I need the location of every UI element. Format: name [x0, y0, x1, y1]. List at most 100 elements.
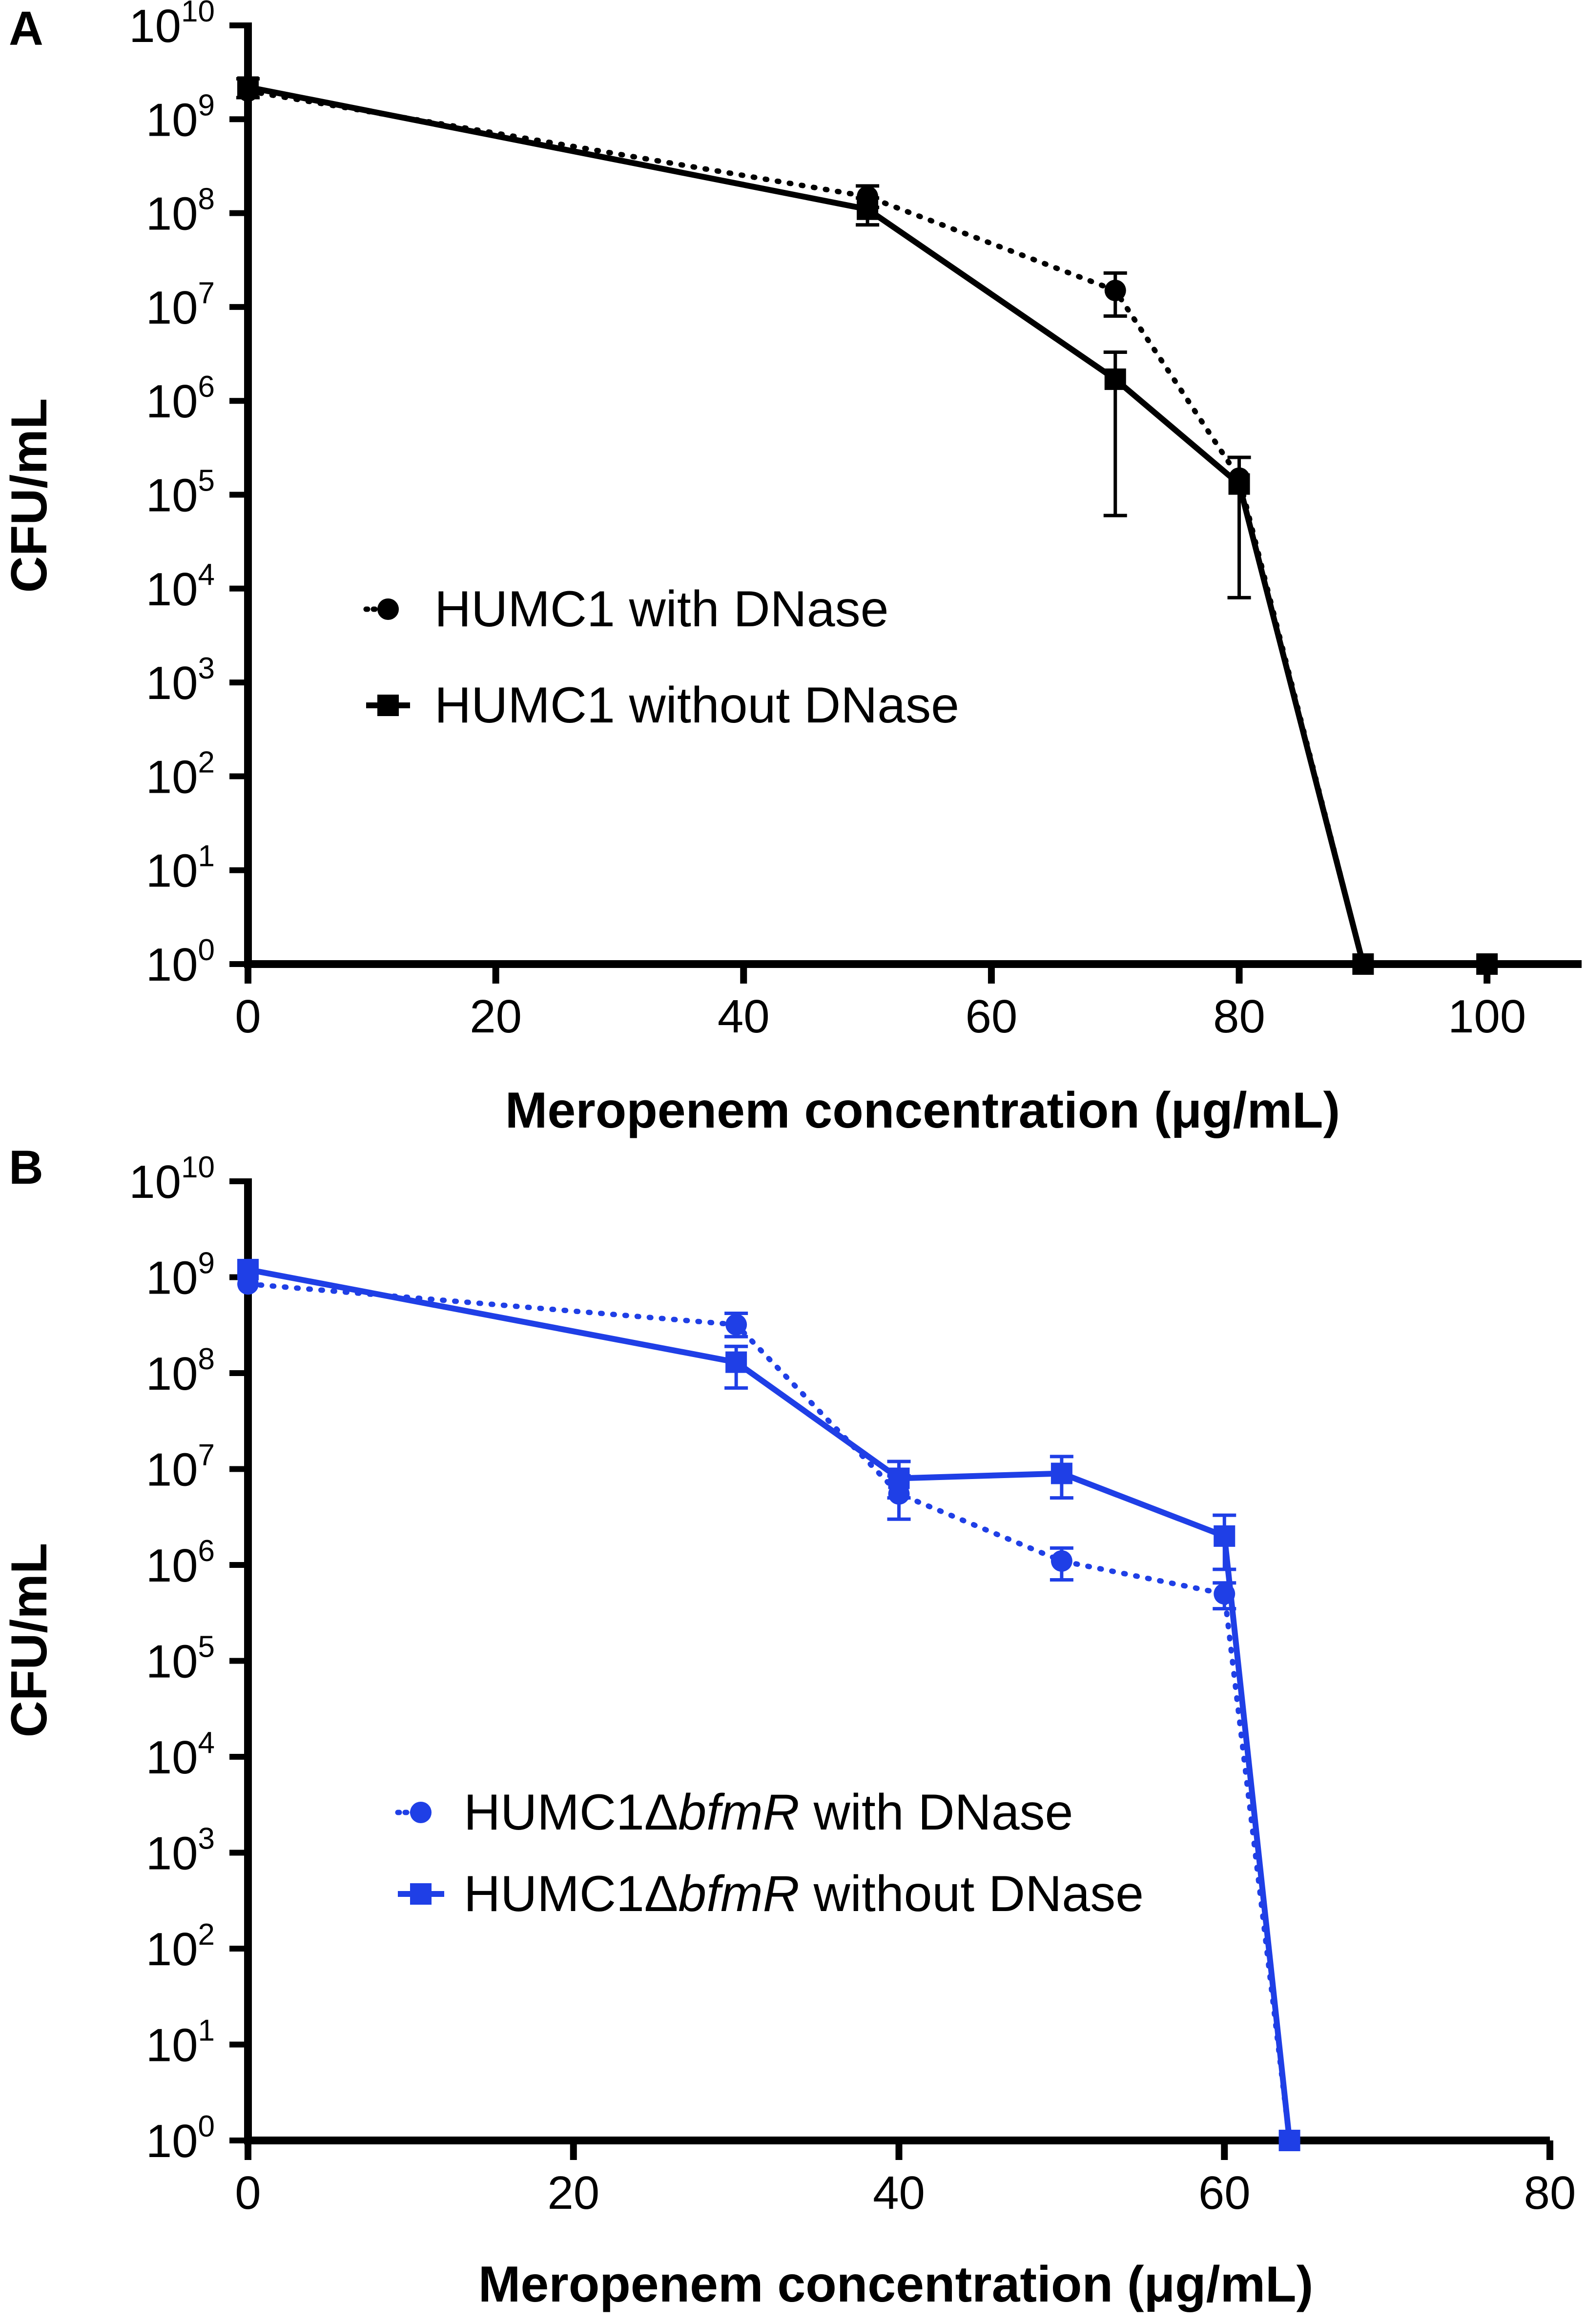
y-tick-label: 105	[146, 1630, 215, 1688]
y-tick-exponent: 8	[198, 183, 215, 216]
legend-circle-marker	[377, 598, 399, 620]
legend-circle-marker	[410, 1802, 432, 1823]
series-line-solid	[247, 1267, 1293, 2141]
data-point-square	[237, 1258, 259, 1280]
data-point-square	[857, 198, 879, 220]
y-tick-exponent: 4	[198, 1726, 215, 1760]
data-point-circle	[1050, 1550, 1072, 1572]
y-tick-exponent: 2	[198, 1918, 215, 1952]
x-tick-label: 40	[718, 990, 770, 1043]
legend-entry: HUMC1 with DNase	[363, 581, 888, 638]
series-line-solid	[247, 84, 1487, 967]
data-point-square	[1104, 368, 1126, 390]
y-tick-base: 10	[146, 2019, 198, 2072]
x-tick-label: 100	[1448, 990, 1526, 1043]
data-point-square	[1476, 953, 1498, 975]
legend: HUMC1ΔbfmR with DNase HUMC1ΔbfmR without…	[395, 1784, 1144, 1922]
legend-label-gene: bfmR	[678, 1784, 799, 1841]
y-tick-exponent: 1	[198, 2014, 215, 2048]
legend-label-suffix: without DNase	[800, 1866, 1144, 1922]
y-tick-label: 1010	[129, 1151, 215, 1208]
legend-label: HUMC1ΔbfmR without DNase	[464, 1866, 1144, 1922]
y-tick-base: 10	[129, 0, 181, 52]
data-point-square	[1214, 1525, 1236, 1547]
data-point-square	[888, 1467, 910, 1489]
y-tick-base: 10	[146, 1540, 198, 1592]
y-tick-exponent: 10	[181, 0, 215, 28]
y-tick-label: 101	[146, 2014, 215, 2072]
y-tick-label: 101	[146, 840, 215, 897]
panel-letter: A	[9, 1, 43, 55]
y-tick-label: 106	[146, 370, 215, 428]
y-tick-base: 10	[146, 282, 198, 334]
legend: HUMC1 with DNase HUMC1 without DNase	[363, 581, 959, 734]
y-tick-base: 10	[146, 1828, 198, 1880]
x-tick-label: 0	[235, 2167, 261, 2219]
x-tick-label: 80	[1213, 990, 1265, 1043]
y-tick-label: 102	[146, 1918, 215, 1975]
plot-area: 0 20 40 60 801010109108107106105104103102101…	[129, 1151, 1576, 2219]
data-point-square	[725, 1351, 747, 1373]
y-tick-exponent: 6	[198, 1534, 215, 1568]
y-tick-base: 10	[146, 1731, 198, 1784]
y-tick-label: 103	[146, 1822, 215, 1880]
y-tick-base: 10	[146, 2115, 198, 2167]
y-tick-base: 10	[129, 1156, 181, 1208]
panel-b: B CFU/mL Meropenem concentration (μg/mL)…	[1, 1140, 1576, 2313]
data-point-circle	[1214, 1583, 1236, 1605]
y-tick-base: 10	[146, 470, 198, 522]
x-tick-label: 80	[1524, 2167, 1576, 2219]
y-tick-exponent: 5	[198, 464, 215, 498]
y-tick-label: 1010	[129, 0, 215, 52]
y-tick-base: 10	[146, 657, 198, 709]
y-tick-exponent: 9	[198, 88, 215, 122]
data-point-square	[1228, 473, 1250, 495]
y-tick-label: 107	[146, 276, 215, 334]
y-tick-base: 10	[146, 845, 198, 897]
y-tick-exponent: 0	[198, 2110, 215, 2143]
data-point-square	[1278, 2130, 1300, 2151]
legend-entry: HUMC1ΔbfmR with DNase	[395, 1784, 1073, 1841]
y-tick-label: 109	[146, 88, 215, 146]
x-tick-label: 60	[1198, 2167, 1251, 2219]
y-tick-exponent: 2	[198, 745, 215, 779]
y-tick-exponent: 7	[198, 1439, 215, 1472]
y-tick-exponent: 3	[198, 1822, 215, 1856]
legend-square-marker	[410, 1883, 432, 1905]
y-tick-exponent: 5	[198, 1630, 215, 1664]
y-tick-exponent: 10	[181, 1151, 215, 1184]
plot-area: 0 20 40 60 80 1001010109108107106105104103102…	[129, 0, 1582, 1043]
y-tick-base: 10	[146, 563, 198, 616]
y-tick-base: 10	[146, 751, 198, 803]
legend-label: HUMC1 with DNase	[434, 581, 888, 638]
y-axis-title: CFU/mL	[1, 1543, 58, 1738]
data-point-square	[1352, 953, 1374, 975]
x-tick-label: 20	[470, 990, 522, 1043]
y-tick-exponent: 4	[198, 558, 215, 592]
x-tick-label: 60	[966, 990, 1018, 1043]
data-point-circle	[725, 1314, 747, 1336]
y-tick-base: 10	[146, 1348, 198, 1400]
x-axis-title: Meropenem concentration (μg/mL)	[505, 1082, 1340, 1139]
data-point-square	[237, 76, 259, 98]
x-tick-label: 20	[547, 2167, 599, 2219]
y-tick-label: 103	[146, 652, 215, 709]
y-tick-label: 102	[146, 745, 215, 803]
y-tick-base: 10	[146, 1444, 198, 1496]
panel-letter: B	[9, 1140, 43, 1194]
x-tick-label: 0	[235, 990, 261, 1043]
y-tick-exponent: 7	[198, 276, 215, 310]
panel-a: A CFU/mL Meropenem concentration (μg/mL)…	[1, 0, 1582, 1139]
y-tick-label: 105	[146, 464, 215, 522]
y-tick-label: 100	[146, 2110, 215, 2167]
legend-label: HUMC1ΔbfmR with DNase	[464, 1784, 1073, 1841]
y-tick-label: 100	[146, 933, 215, 991]
y-tick-label: 106	[146, 1534, 215, 1592]
data-point-circle	[1104, 280, 1126, 302]
y-tick-exponent: 9	[198, 1247, 215, 1280]
y-tick-base: 10	[146, 94, 198, 146]
data-point-square	[1050, 1462, 1072, 1484]
y-tick-base: 10	[146, 375, 198, 428]
legend-square-marker	[377, 695, 399, 716]
